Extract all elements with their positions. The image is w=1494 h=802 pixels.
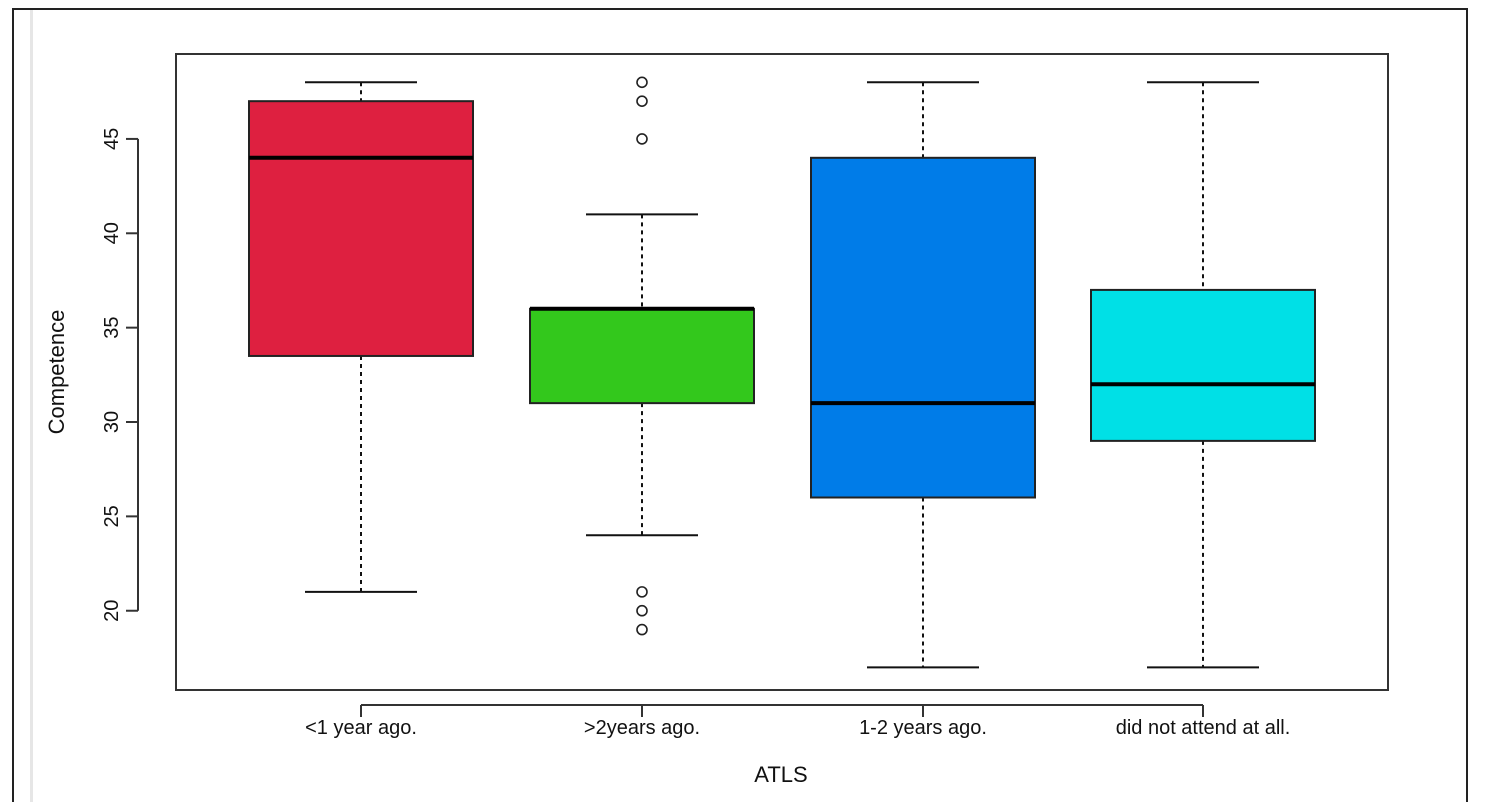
x-axis-title: ATLS: [754, 762, 807, 787]
box-iqr: [529, 307, 755, 405]
outlier-point: [636, 623, 648, 636]
y-tick-label: 30: [101, 411, 123, 433]
outlier-point: [636, 95, 648, 107]
y-tick-label: 25: [101, 505, 123, 527]
x-tick-label: <1 year ago.: [305, 717, 417, 739]
plot-layer: 20 25 30 35 40 45 <1 year ago. >2years ago. 1-2 …: [101, 53, 1389, 739]
y-tick-label: 20: [101, 600, 123, 622]
y-tick-label: 35: [101, 317, 123, 339]
frame-inner-rule: [30, 10, 33, 802]
y-tick-label: 40: [101, 222, 123, 244]
x-tick-label: >2years ago.: [584, 717, 700, 739]
outlier-point: [636, 76, 648, 89]
y-tick-label: 45: [101, 128, 123, 150]
box-iqr: [1090, 288, 1316, 442]
y-axis-title: Competence: [44, 310, 69, 435]
outlier-point: [636, 586, 648, 598]
outlier-point: [636, 133, 648, 145]
outlier-point: [636, 604, 648, 617]
plot-area-border: [175, 53, 1389, 691]
box-iqr: [810, 156, 1036, 499]
box-iqr: [248, 100, 474, 357]
x-tick-label: did not attend at all.: [1116, 717, 1291, 739]
x-tick-label: 1-2 years ago.: [859, 717, 987, 739]
